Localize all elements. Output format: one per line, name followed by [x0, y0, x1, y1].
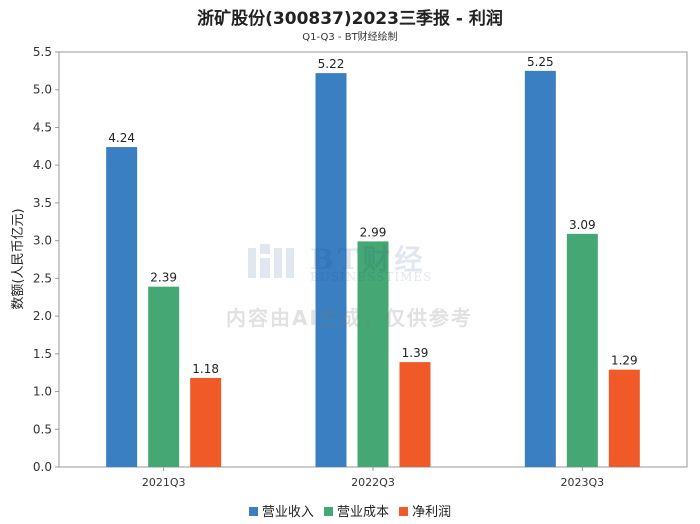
- bar-2023Q3-0: [524, 70, 556, 467]
- watermark-logo: BT财经 BUSINESSTIMES: [246, 238, 466, 286]
- bars: 4.24 2.39 1.18 5.22 2.99 1.39 5.25 3.09 1.29: [106, 55, 640, 468]
- bar-2021Q3-1: [148, 286, 180, 467]
- legend-swatch-revenue: [248, 507, 258, 516]
- x-tick-label: 2023Q3: [561, 476, 605, 489]
- legend-label-cost: 营业成本: [336, 505, 389, 520]
- y-tick-label: 5.0: [33, 83, 52, 97]
- data-label: 5.25: [527, 55, 554, 69]
- y-tick-label: 2.0: [33, 309, 52, 323]
- watermark-logo-text: BT财经: [310, 243, 427, 276]
- legend-swatch-net-profit: [399, 507, 409, 516]
- y-tick-label: 4.0: [33, 158, 52, 172]
- data-label: 4.24: [108, 131, 135, 145]
- bar-2023Q3-1: [566, 233, 598, 467]
- y-tick-label: 2.5: [33, 271, 52, 285]
- y-axis: 0.0 0.5 1.0 1.5 2.0 2.5 3.0 3.5 4.0 4.5 5.0 5.5: [33, 45, 59, 474]
- data-label: 1.29: [611, 354, 638, 368]
- bt-logo-icon: [248, 244, 294, 278]
- bar-2021Q3-0: [106, 147, 138, 467]
- data-label: 1.18: [192, 362, 219, 376]
- legend-label-net-profit: 净利润: [412, 505, 452, 520]
- x-tick-label: 2021Q3: [142, 476, 186, 489]
- y-tick-label: 5.5: [33, 45, 52, 59]
- data-label: 3.09: [569, 218, 596, 232]
- x-tick-label: 2022Q3: [351, 476, 395, 489]
- y-tick-label: 3.0: [33, 234, 52, 248]
- bar-2022Q3-2: [399, 362, 431, 467]
- legend-item-cost: 营业成本: [323, 501, 389, 520]
- bar-2023Q3-2: [608, 369, 640, 467]
- y-tick-label: 4.5: [33, 120, 52, 134]
- y-tick-label: 1.0: [33, 385, 52, 399]
- legend: 营业收入 营业成本 净利润: [0, 501, 700, 520]
- bar-2022Q3-1: [357, 241, 389, 467]
- watermark-logo-subtext: BUSINESSTIMES: [310, 270, 433, 284]
- y-tick-label: 0.5: [33, 422, 52, 436]
- legend-item-net-profit: 净利润: [399, 501, 451, 520]
- data-label: 2.39: [150, 271, 177, 285]
- y-tick-label: 0.0: [33, 460, 52, 474]
- legend-swatch-cost: [323, 507, 333, 516]
- y-tick-label: 1.5: [33, 347, 52, 361]
- watermark-notice: 内容由AI生成，仅供参考: [226, 306, 473, 330]
- bar-2021Q3-2: [190, 377, 222, 467]
- x-axis: 2021Q3 2022Q3 2023Q3: [142, 467, 604, 489]
- data-label: 1.39: [402, 346, 429, 360]
- data-label: 2.99: [360, 225, 387, 239]
- y-axis-label: 数额(人民币亿元): [11, 208, 26, 309]
- y-tick-label: 3.5: [33, 196, 52, 210]
- chart-subtitle: Q1-Q3 - BT财经绘制: [302, 32, 398, 43]
- legend-item-revenue: 营业收入: [248, 501, 314, 520]
- chart-title: 浙矿股份(300837)2023三季报 - 利润: [197, 9, 503, 29]
- data-label: 5.22: [318, 57, 345, 71]
- bar-2022Q3-0: [315, 73, 347, 468]
- legend-label-revenue: 营业收入: [261, 505, 314, 520]
